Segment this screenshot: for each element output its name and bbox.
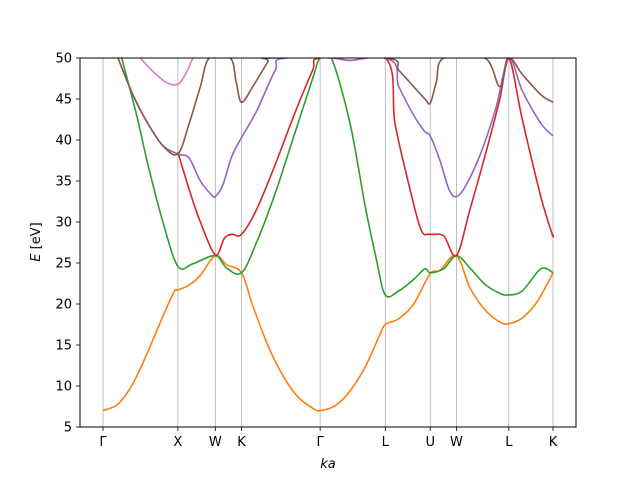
y-tick-label: 30 xyxy=(55,216,72,231)
y-tick-label: 25 xyxy=(55,257,72,272)
band-line-4 xyxy=(117,58,554,199)
y-tick-label: 15 xyxy=(55,339,72,354)
band-line-8 xyxy=(334,58,366,62)
y-axis-label-unit: [eV] xyxy=(29,222,44,253)
band-line-3 xyxy=(177,58,555,257)
band-line-5 xyxy=(117,58,554,156)
y-tick-label: 10 xyxy=(55,380,72,395)
band-line-6 xyxy=(139,58,194,86)
y-tick-label: 5 xyxy=(64,421,72,436)
x-tick-label: U xyxy=(425,435,435,450)
y-tick-label: 50 xyxy=(55,52,72,67)
axes-frame xyxy=(79,57,577,428)
x-tick-label: L xyxy=(382,435,390,450)
x-tick-label: Γ xyxy=(99,435,107,450)
x-tick-label: W xyxy=(450,435,463,450)
x-tick-label: K xyxy=(237,435,246,450)
bands xyxy=(102,58,555,412)
y-tick-label: 40 xyxy=(55,134,72,149)
k-point-gridlines xyxy=(102,58,554,427)
x-tick-label: X xyxy=(173,435,182,450)
y-axis-label-symbol: E xyxy=(29,253,44,262)
y-tick-label: 35 xyxy=(55,175,72,190)
x-tick-label: W xyxy=(209,435,222,450)
y-tick-label: 45 xyxy=(55,93,72,108)
x-tick-label: Γ xyxy=(317,435,325,450)
y-tick-label: 20 xyxy=(55,298,72,313)
y-axis-ticks: 5 10 15 20 25 30 35 40 45 50 xyxy=(55,52,80,436)
x-tick-label: L xyxy=(505,435,513,450)
y-axis-label: E [eV] xyxy=(29,222,44,261)
band-line-2 xyxy=(120,58,554,298)
x-axis-label: ka xyxy=(320,457,336,472)
x-tick-label: K xyxy=(549,435,558,450)
band-line-1 xyxy=(102,254,554,412)
